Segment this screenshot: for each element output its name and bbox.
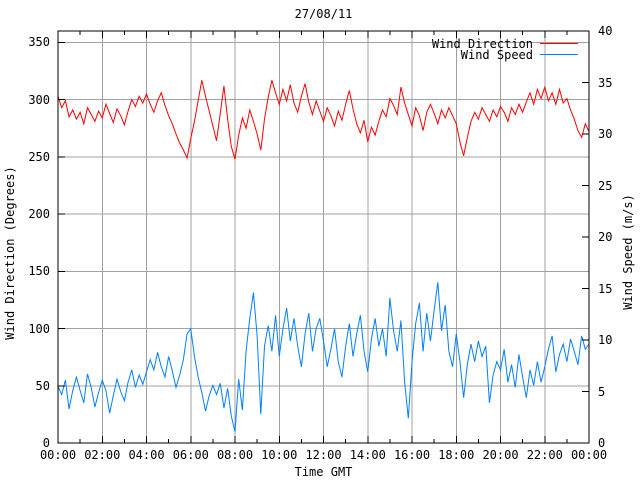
- x-tick-label: 06:00: [172, 448, 209, 462]
- legend-label-wind-direction: Wind Direction: [431, 36, 533, 51]
- y-axis-label-left: Wind Direction (Degrees): [3, 166, 17, 340]
- x-tick-label: 22:00: [526, 448, 563, 462]
- x-tick-label: 00:00: [570, 448, 608, 462]
- y-left-tick-label: 150: [28, 264, 50, 279]
- x-tick-label: 08:00: [216, 448, 254, 462]
- y-left-tick-label: 250: [28, 149, 50, 164]
- legend-line-sample-wind-speed: [540, 54, 578, 55]
- x-tick-label: 18:00: [438, 448, 475, 462]
- y-left-tick-label: 50: [35, 378, 50, 393]
- legend-item-wind-speed: Wind Speed: [432, 47, 578, 62]
- y-right-tick-label: 35: [598, 75, 613, 90]
- x-tick-label: 00:00: [39, 448, 77, 462]
- legend-line-sample-wind-direction: [540, 43, 578, 44]
- y-right-tick-label: 5: [598, 384, 606, 399]
- y-right-tick-label: 10: [598, 333, 613, 347]
- x-axis-label: Time GMT: [294, 465, 353, 479]
- x-tick-label: 14:00: [349, 448, 386, 462]
- legend-label-wind-speed: Wind Speed: [460, 47, 533, 62]
- x-tick-label: 04:00: [128, 448, 165, 462]
- y-left-tick-label: 200: [28, 207, 50, 222]
- y-axis-label-right: Wind Speed (m/s): [621, 194, 635, 310]
- chart-title: 27/08/11: [294, 7, 353, 21]
- x-tick-label: 02:00: [84, 448, 121, 462]
- y-right-tick-label: 25: [598, 178, 613, 193]
- y-right-tick-label: 40: [598, 24, 613, 38]
- y-left-tick-label: 0: [42, 436, 50, 450]
- y-left-tick-label: 350: [28, 35, 50, 50]
- x-tick-label: 10:00: [261, 448, 298, 462]
- legend-item-wind-direction: Wind Direction: [431, 36, 578, 51]
- y-left-tick-label: 100: [28, 321, 50, 336]
- y-left-tick-label: 300: [28, 92, 50, 107]
- legend: Wind Direction Wind Speed: [431, 36, 578, 62]
- y-right-tick-label: 30: [598, 127, 613, 141]
- y-right-tick-label: 0: [598, 436, 606, 450]
- y-right-tick-label: 20: [598, 230, 613, 244]
- y-right-tick-label: 15: [598, 281, 613, 296]
- x-tick-label: 20:00: [482, 448, 519, 462]
- x-tick-label: 16:00: [393, 448, 431, 462]
- x-tick-label: 12:00: [305, 448, 342, 462]
